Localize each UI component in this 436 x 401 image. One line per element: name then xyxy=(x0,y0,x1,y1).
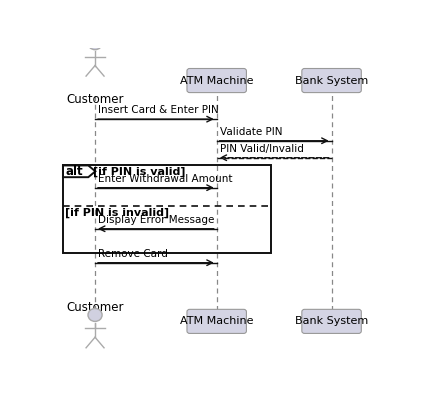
Circle shape xyxy=(88,308,102,322)
Circle shape xyxy=(88,37,102,50)
Text: Customer: Customer xyxy=(66,301,124,314)
Text: Bank System: Bank System xyxy=(295,316,368,326)
Bar xyxy=(63,166,271,253)
Text: Enter Withdrawal Amount: Enter Withdrawal Amount xyxy=(99,174,233,184)
Text: PIN Valid/Invalid: PIN Valid/Invalid xyxy=(220,144,304,154)
Text: alt: alt xyxy=(65,165,83,178)
Text: ATM Machine: ATM Machine xyxy=(180,75,253,85)
Text: Display Error Message: Display Error Message xyxy=(99,215,215,225)
Text: ATM Machine: ATM Machine xyxy=(180,316,253,326)
FancyBboxPatch shape xyxy=(302,309,361,333)
FancyBboxPatch shape xyxy=(187,69,246,93)
Text: Customer: Customer xyxy=(66,93,124,106)
Text: [if PIN is valid]: [if PIN is valid] xyxy=(93,167,186,177)
Text: Insert Card & Enter PIN: Insert Card & Enter PIN xyxy=(99,105,219,115)
Text: Validate PIN: Validate PIN xyxy=(220,127,283,137)
Text: Bank System: Bank System xyxy=(295,75,368,85)
Text: [if PIN is invalid]: [if PIN is invalid] xyxy=(65,207,169,217)
Text: Remove Card: Remove Card xyxy=(99,249,168,259)
FancyBboxPatch shape xyxy=(302,69,361,93)
FancyBboxPatch shape xyxy=(187,309,246,333)
